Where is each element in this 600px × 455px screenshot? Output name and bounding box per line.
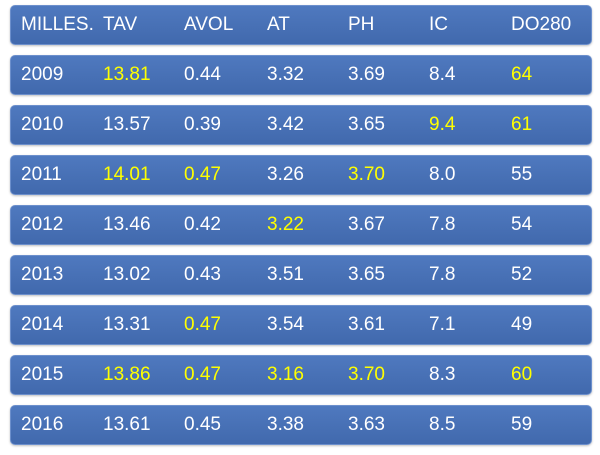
table-cell: 7.8 [429,264,456,285]
header-cell: IC [429,14,448,35]
table-cell: 3.26 [267,164,304,185]
table-row: 2014 13.31 0.47 3.54 3.61 7.1 49 [10,305,592,345]
table-cell: 0.43 [184,264,221,285]
table-cell: 3.42 [267,114,304,135]
table-cell: 0.47 [184,314,221,335]
table-cell: 2014 [21,314,64,335]
table-cell: 0.47 [184,364,221,385]
table-cell: 2016 [21,414,64,435]
table-cell: 13.31 [103,314,151,335]
header-cell: AT [267,14,290,35]
table-cell: 3.69 [348,64,385,85]
table-cell: 2015 [21,364,64,385]
table-cell: 52 [511,264,533,285]
header-row: MILLES. TAV AVOL AT PH IC DO280 [10,5,592,45]
table-cell: 3.65 [348,264,385,285]
table-row: 2013 13.02 0.43 3.51 3.65 7.8 52 [10,255,592,295]
table-cell: 13.02 [103,264,151,285]
header-cell: TAV [103,14,138,35]
table-cell: 13.81 [103,64,151,85]
table-cell: 2012 [21,214,64,235]
table-cell: 3.38 [267,414,304,435]
table-cell: 14.01 [103,164,151,185]
table-row: 2010 13.57 0.39 3.42 3.65 9.4 61 [10,105,592,145]
table-cell: 7.8 [429,214,456,235]
table-cell: 3.70 [348,364,385,385]
table-cell: 3.51 [267,264,304,285]
table-cell: 3.54 [267,314,304,335]
table-cell: 13.61 [103,414,151,435]
header-cell: AVOL [184,14,234,35]
header-cell: DO280 [511,14,572,35]
table-cell: 3.70 [348,164,385,185]
table-cell: 3.32 [267,64,304,85]
table-cell: 8.0 [429,164,456,185]
table-cell: 49 [511,314,533,335]
table-cell: 3.65 [348,114,385,135]
table-cell: 3.22 [267,214,304,235]
table-cell: 0.44 [184,64,221,85]
table-cell: 2013 [21,264,64,285]
table-cell: 2010 [21,114,64,135]
table-cell: 2009 [21,64,64,85]
table-cell: 54 [511,214,533,235]
table-cell: 13.86 [103,364,151,385]
table-cell: 3.61 [348,314,385,335]
table-cell: 60 [511,364,533,385]
table-cell: 8.4 [429,64,456,85]
table-cell: 0.47 [184,164,221,185]
table-row: 2011 14.01 0.47 3.26 3.70 8.0 55 [10,155,592,195]
table-cell: 55 [511,164,533,185]
table-row: 2016 13.61 0.45 3.38 3.63 8.5 59 [10,405,592,445]
table-cell: 59 [511,414,533,435]
table-cell: 13.57 [103,114,151,135]
table-cell: 3.16 [267,364,304,385]
table-cell: 0.42 [184,214,221,235]
table-cell: 0.45 [184,414,221,435]
header-cell: PH [348,14,375,35]
table-cell: 3.63 [348,414,385,435]
table-row: 2009 13.81 0.44 3.32 3.69 8.4 64 [10,55,592,95]
table-cell: 61 [511,114,533,135]
table-cell: 3.67 [348,214,385,235]
table-row: 2012 13.46 0.42 3.22 3.67 7.8 54 [10,205,592,245]
table-row: 2015 13.86 0.47 3.16 3.70 8.3 60 [10,355,592,395]
table-cell: 13.46 [103,214,151,235]
table-cell: 7.1 [429,314,456,335]
table-cell: 9.4 [429,114,456,135]
table-cell: 0.39 [184,114,221,135]
table-cell: 64 [511,64,533,85]
table-cell: 2011 [21,164,62,185]
table-cell: 8.3 [429,364,456,385]
header-cell: MILLES. [21,14,94,35]
table-cell: 8.5 [429,414,456,435]
